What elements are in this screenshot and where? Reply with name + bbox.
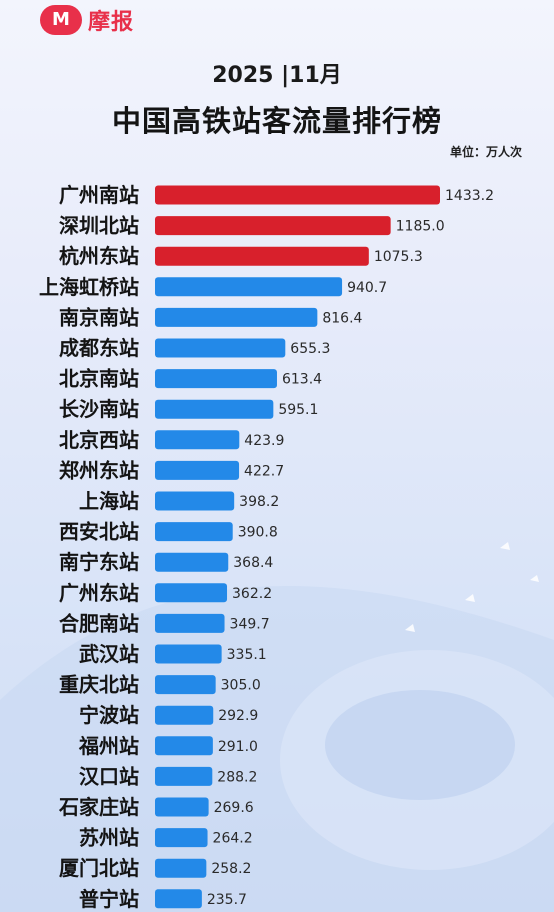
bar [155, 613, 225, 633]
bar [155, 828, 208, 848]
value-label: 940.7 [347, 280, 387, 296]
category-label: 西安北站 [59, 520, 139, 544]
category-label: 普宁站 [79, 887, 139, 911]
bar [155, 460, 240, 480]
value-label: 288.2 [217, 769, 257, 785]
bar [155, 277, 343, 297]
value-label: 292.9 [218, 708, 258, 724]
bar [155, 797, 209, 817]
bar [155, 644, 222, 664]
logo: M 摩报 [40, 4, 134, 36]
value-label: 816.4 [322, 310, 362, 326]
value-label: 1433.2 [445, 188, 494, 204]
background-bird [405, 624, 415, 632]
category-label: 重庆北站 [59, 673, 139, 697]
background-bird [530, 575, 539, 582]
category-label: 深圳北站 [59, 214, 139, 238]
unit-label: 单位：万人次 [449, 145, 522, 159]
value-label: 269.6 [214, 800, 254, 816]
bar [155, 307, 318, 327]
bar [155, 338, 286, 358]
value-label: 291.0 [218, 739, 258, 755]
logo-mark: M [40, 5, 82, 35]
value-label: 613.4 [282, 372, 322, 388]
bar [155, 430, 240, 450]
bar [155, 522, 233, 542]
value-label: 362.2 [232, 586, 272, 602]
logo-text: 摩报 [88, 10, 135, 35]
background-bird [465, 594, 475, 602]
category-label: 南京南站 [59, 305, 139, 329]
category-label: 合肥南站 [59, 611, 139, 635]
value-label: 423.9 [244, 433, 284, 449]
bar [155, 399, 274, 419]
bar [155, 216, 391, 236]
category-label: 上海虹桥站 [39, 275, 139, 299]
page-title: 中国高铁站客流量排行榜 [111, 104, 442, 138]
category-label: 长沙南站 [59, 397, 139, 421]
value-label: 390.8 [238, 525, 278, 541]
bar [155, 736, 213, 756]
value-label: 595.1 [278, 402, 318, 418]
category-label: 福州站 [78, 734, 139, 758]
background-bird [500, 542, 510, 550]
bar [155, 185, 440, 205]
bar [155, 858, 207, 878]
bar [155, 583, 228, 603]
value-label: 655.3 [290, 341, 330, 357]
category-label: 北京西站 [59, 428, 139, 452]
value-label: 335.1 [227, 647, 267, 663]
value-label: 398.2 [239, 494, 279, 510]
category-label: 南宁东站 [59, 550, 139, 574]
bar [155, 246, 369, 266]
category-label: 北京南站 [59, 367, 139, 391]
category-label: 石家庄站 [58, 795, 139, 819]
category-label: 苏州站 [79, 826, 139, 850]
category-label: 杭州东站 [59, 244, 139, 268]
category-label: 武汉站 [79, 642, 139, 666]
value-label: 258.2 [211, 861, 251, 877]
category-label: 宁波站 [79, 703, 139, 727]
value-label: 1185.0 [396, 219, 445, 235]
category-label: 广州东站 [59, 581, 139, 605]
value-label: 368.4 [233, 555, 273, 571]
value-label: 305.0 [221, 678, 261, 694]
value-label: 235.7 [207, 892, 247, 908]
value-label: 349.7 [230, 616, 270, 632]
bar [155, 491, 235, 511]
bar [155, 705, 214, 725]
date-label: 2025 |11月 [212, 63, 342, 88]
bar [155, 766, 213, 786]
background-train-window [325, 690, 515, 800]
category-label: 厦门北站 [59, 856, 139, 880]
value-label: 1075.3 [374, 249, 423, 265]
bar [155, 675, 216, 695]
category-label: 广州南站 [59, 183, 139, 207]
bar [155, 369, 277, 389]
category-label: 汉口站 [79, 764, 139, 788]
category-label: 上海站 [79, 489, 139, 513]
category-label: 成都东站 [59, 336, 139, 360]
value-label: 422.7 [244, 463, 284, 479]
bar [155, 889, 202, 909]
category-label: 郑州东站 [59, 458, 139, 482]
value-label: 264.2 [213, 831, 253, 847]
bar [155, 552, 229, 572]
